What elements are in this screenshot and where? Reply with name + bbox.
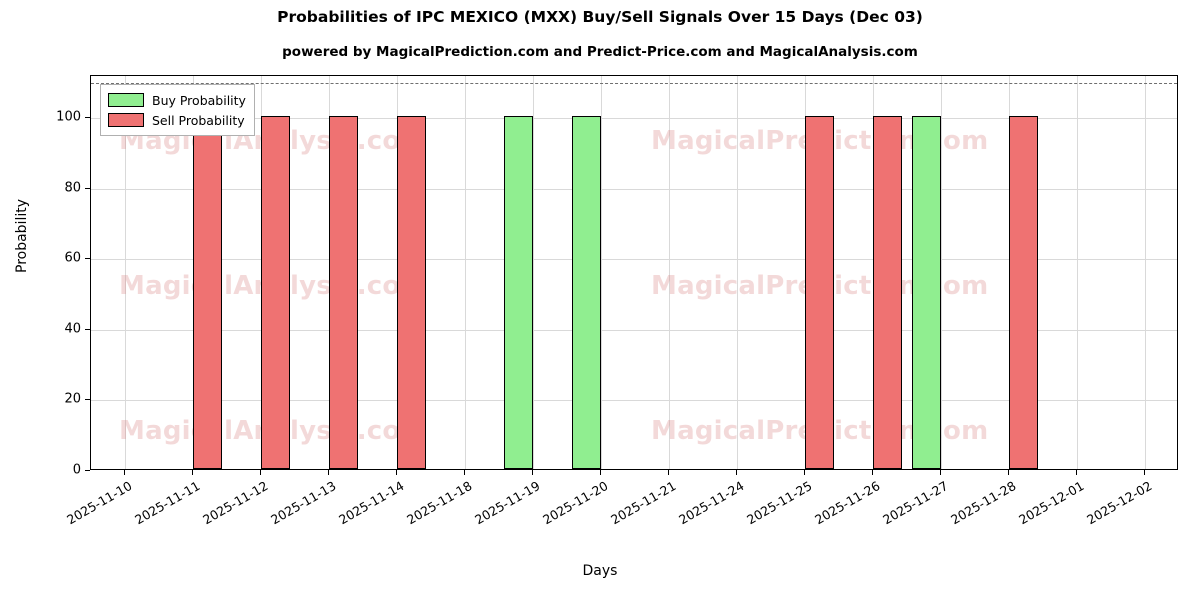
y-tick-mark bbox=[85, 470, 90, 471]
x-tick-mark bbox=[124, 470, 125, 475]
x-tick-mark bbox=[532, 470, 533, 475]
grid-line-vertical bbox=[941, 76, 942, 469]
chart-title: Probabilities of IPC MEXICO (MXX) Buy/Se… bbox=[277, 8, 923, 26]
grid-line-vertical bbox=[1077, 76, 1078, 469]
x-axis-title: Days bbox=[582, 563, 618, 579]
bar-sell-2025-11-11 bbox=[193, 116, 222, 469]
y-tick-mark bbox=[85, 328, 90, 330]
chart-legend: Buy Probability Sell Probability bbox=[100, 84, 255, 136]
bar-sell-2025-11-25 bbox=[805, 116, 834, 469]
x-tick-mark bbox=[328, 470, 329, 475]
y-tick-mark bbox=[85, 399, 90, 401]
bar-sell-2025-11-12 bbox=[261, 116, 290, 469]
x-tick-mark bbox=[940, 470, 941, 475]
grid-line-vertical bbox=[601, 76, 602, 469]
bar-buy-2025-11-20 bbox=[572, 116, 601, 469]
y-tick-mark bbox=[85, 258, 90, 260]
x-tick-mark bbox=[260, 470, 261, 475]
y-tick-mark bbox=[85, 117, 90, 119]
x-tick-mark bbox=[1144, 470, 1145, 475]
y-tick-label: 0 bbox=[72, 462, 81, 478]
y-tick-label: 80 bbox=[64, 180, 81, 196]
chart-subtitle: powered by MagicalPrediction.com and Pre… bbox=[282, 44, 918, 60]
x-tick-mark bbox=[668, 470, 669, 475]
grid-line-vertical bbox=[737, 76, 738, 469]
y-tick-label: 100 bbox=[56, 109, 81, 125]
grid-line-horizontal bbox=[91, 118, 1177, 120]
y-tick-label: 20 bbox=[64, 391, 81, 407]
grid-line-vertical bbox=[465, 76, 466, 469]
reference-line bbox=[91, 83, 1177, 85]
y-tick-mark bbox=[85, 187, 90, 189]
x-tick-mark bbox=[804, 470, 805, 475]
x-tick-mark bbox=[396, 470, 397, 475]
y-axis-title: Probability bbox=[14, 198, 30, 273]
legend-label-sell: Sell Probability bbox=[152, 112, 245, 128]
x-tick-mark bbox=[600, 470, 601, 475]
bar-sell-2025-11-14 bbox=[397, 116, 426, 469]
bar-sell-2025-11-13 bbox=[329, 116, 358, 469]
grid-line-vertical bbox=[1145, 76, 1146, 469]
legend-swatch-buy bbox=[108, 93, 144, 107]
grid-line-horizontal bbox=[91, 259, 1177, 261]
legend-item-buy: Buy Probability bbox=[108, 90, 246, 110]
bar-sell-2025-11-28 bbox=[1009, 116, 1038, 469]
x-tick-mark bbox=[736, 470, 737, 475]
x-tick-mark bbox=[872, 470, 873, 475]
grid-line-vertical bbox=[533, 76, 534, 469]
grid-line-vertical bbox=[669, 76, 670, 469]
grid-line-vertical bbox=[125, 76, 126, 469]
x-tick-mark bbox=[192, 470, 193, 475]
grid-line-horizontal bbox=[91, 400, 1177, 402]
legend-item-sell: Sell Probability bbox=[108, 110, 246, 130]
y-tick-label: 60 bbox=[64, 250, 81, 266]
legend-swatch-sell bbox=[108, 113, 144, 127]
bar-buy-2025-11-19 bbox=[504, 116, 533, 469]
bar-buy-2025-11-27 bbox=[912, 116, 941, 469]
bar-sell-2025-11-26 bbox=[873, 116, 902, 469]
x-tick-mark bbox=[1008, 470, 1009, 475]
grid-line-horizontal bbox=[91, 329, 1177, 331]
grid-line-horizontal bbox=[91, 188, 1177, 190]
y-tick-label: 40 bbox=[64, 321, 81, 337]
legend-label-buy: Buy Probability bbox=[152, 92, 246, 108]
x-tick-mark bbox=[1076, 470, 1077, 475]
x-tick-mark bbox=[464, 470, 465, 475]
